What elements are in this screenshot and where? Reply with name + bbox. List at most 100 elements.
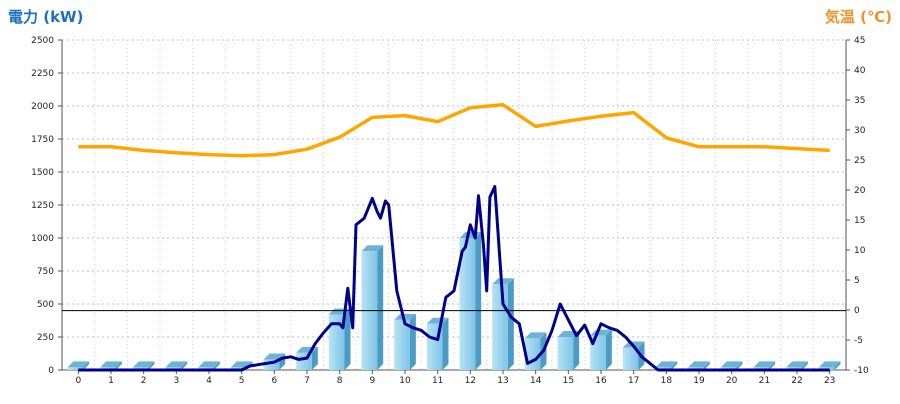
bar-side xyxy=(736,361,743,370)
x-tick-label: 19 xyxy=(693,376,705,386)
bar-side xyxy=(83,361,90,370)
x-tick-label: 5 xyxy=(239,376,245,386)
right-tick-label: 40 xyxy=(854,66,866,76)
x-tick-label: 14 xyxy=(530,376,542,386)
x-tick-label: 0 xyxy=(75,376,81,386)
bar-top xyxy=(688,361,710,368)
bar-side xyxy=(115,361,122,370)
temperature-line xyxy=(78,103,830,158)
bar-top xyxy=(818,361,841,368)
right-tick-label: -10 xyxy=(854,366,869,376)
bar-side xyxy=(148,361,155,370)
bar-top xyxy=(198,361,220,368)
bar-front xyxy=(557,337,574,370)
right-tick-label: 45 xyxy=(854,36,865,46)
right-tick-label: -5 xyxy=(854,336,863,346)
line-series xyxy=(78,103,830,372)
right-axis-title: 気温 (℃) xyxy=(824,8,892,26)
bar-top xyxy=(524,332,547,339)
bar xyxy=(328,308,351,370)
left-tick-label: 500 xyxy=(37,300,54,310)
bar xyxy=(557,331,580,370)
right-tick-label: 10 xyxy=(854,246,866,256)
bar xyxy=(459,232,482,370)
bar-top xyxy=(492,278,514,285)
bar-top xyxy=(394,313,416,320)
power-line xyxy=(78,185,830,372)
bar-side xyxy=(475,232,482,370)
bar-side xyxy=(181,361,188,370)
axes xyxy=(58,39,850,374)
bar-top xyxy=(720,361,743,368)
x-tick-label: 12 xyxy=(465,376,476,386)
bar-side xyxy=(703,361,710,370)
x-tick-label: 6 xyxy=(271,376,277,386)
x-tick-label: 18 xyxy=(661,376,673,386)
right-tick-label: 0 xyxy=(854,306,860,316)
right-tick-label: 30 xyxy=(854,126,866,136)
bar-top xyxy=(753,361,776,368)
x-tick-label: 20 xyxy=(726,376,738,386)
bar-top xyxy=(100,361,122,368)
bar-side xyxy=(834,361,841,370)
right-tick-label: 15 xyxy=(854,216,865,226)
left-tick-label: 1500 xyxy=(31,168,54,178)
left-axis-title: 電力 (kW) xyxy=(8,8,84,26)
right-tick-label: 35 xyxy=(854,96,865,106)
bar-front xyxy=(524,338,541,370)
left-tick-label: 2250 xyxy=(31,69,54,79)
x-tick-label: 3 xyxy=(173,376,179,386)
bar-side xyxy=(769,361,776,370)
x-tick-label: 21 xyxy=(759,376,770,386)
bar-front xyxy=(328,314,345,370)
x-tick-label: 4 xyxy=(206,376,212,386)
x-tick-label: 2 xyxy=(141,376,147,386)
bar xyxy=(590,329,612,370)
left-tick-label: 1250 xyxy=(31,201,54,211)
tick-labels: 02505007501000125015001750200022502500-1… xyxy=(31,36,869,386)
x-tick-label: 9 xyxy=(369,376,375,386)
bar-side xyxy=(671,361,678,370)
bar-front xyxy=(394,319,410,370)
bar-front xyxy=(263,359,280,370)
x-tick-label: 17 xyxy=(628,376,639,386)
left-tick-label: 2500 xyxy=(31,36,54,46)
x-tick-label: 8 xyxy=(337,376,343,386)
left-tick-label: 750 xyxy=(37,267,54,277)
bar-side xyxy=(311,346,318,370)
bar-top xyxy=(67,361,90,368)
left-tick-label: 1750 xyxy=(31,135,54,145)
bar-top xyxy=(165,361,188,368)
bar-top xyxy=(361,245,384,252)
bar xyxy=(67,361,90,370)
bar-side xyxy=(801,361,808,370)
right-tick-label: 5 xyxy=(854,276,860,286)
x-tick-label: 23 xyxy=(824,376,835,386)
x-tick-label: 16 xyxy=(595,376,607,386)
bar-top xyxy=(786,361,808,368)
left-tick-label: 1000 xyxy=(31,234,54,244)
x-tick-label: 10 xyxy=(399,376,411,386)
bar-side xyxy=(573,331,580,370)
bar-side xyxy=(409,313,416,370)
left-tick-label: 0 xyxy=(48,366,54,376)
left-tick-label: 250 xyxy=(37,333,54,343)
x-tick-label: 22 xyxy=(791,376,802,386)
right-tick-label: 20 xyxy=(854,186,866,196)
bar-top xyxy=(655,361,678,368)
bar xyxy=(361,245,384,370)
x-tick-label: 7 xyxy=(304,376,310,386)
grid-lines xyxy=(62,39,846,370)
bar-side xyxy=(507,278,514,370)
bar-side xyxy=(213,361,220,370)
x-tick-label: 1 xyxy=(108,376,114,386)
bar-front xyxy=(492,284,508,370)
left-tick-label: 2000 xyxy=(31,102,54,112)
x-tick-label: 15 xyxy=(563,376,574,386)
bar-side xyxy=(344,308,351,370)
bar-side xyxy=(442,317,449,370)
bar-front xyxy=(459,238,476,370)
bar xyxy=(426,317,449,370)
